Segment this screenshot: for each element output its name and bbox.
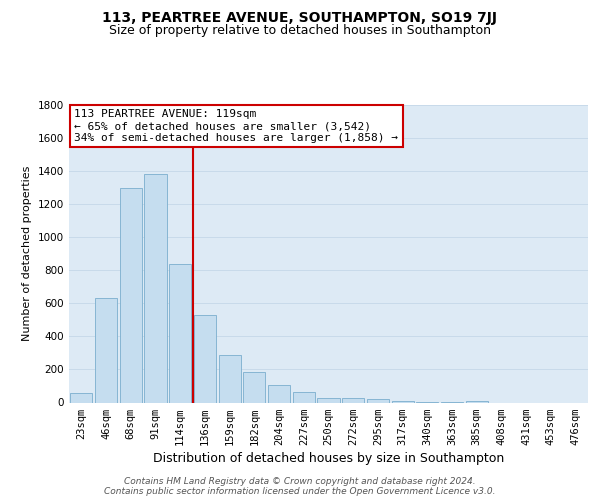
Bar (169, 264, 191, 402)
Bar (317, 398, 340, 402)
X-axis label: Distribution of detached houses by size in Southampton: Distribution of detached houses by size … (153, 452, 504, 465)
Y-axis label: Number of detached properties: Number of detached properties (22, 166, 32, 342)
Bar (243, 372, 265, 402)
Bar (95, 298, 117, 403)
Text: Contains HM Land Registry data © Crown copyright and database right 2024.
Contai: Contains HM Land Registry data © Crown c… (104, 476, 496, 496)
Bar (218, 356, 241, 403)
Bar (119, 188, 142, 402)
Bar (367, 399, 389, 402)
Bar (342, 398, 364, 402)
Bar (466, 401, 488, 402)
Text: 113, PEARTREE AVENUE, SOUTHAMPTON, SO19 7JJ: 113, PEARTREE AVENUE, SOUTHAMPTON, SO19 … (103, 11, 497, 25)
Text: 113 PEARTREE AVENUE: 119sqm
← 65% of detached houses are smaller (3,542)
34% of : 113 PEARTREE AVENUE: 119sqm ← 65% of det… (74, 110, 398, 142)
Bar (194, 315, 216, 402)
Bar (392, 401, 414, 402)
Bar (70, 394, 92, 402)
Bar (293, 392, 315, 402)
Bar (145, 174, 167, 402)
Text: Size of property relative to detached houses in Southampton: Size of property relative to detached ho… (109, 24, 491, 37)
Bar (268, 385, 290, 402)
